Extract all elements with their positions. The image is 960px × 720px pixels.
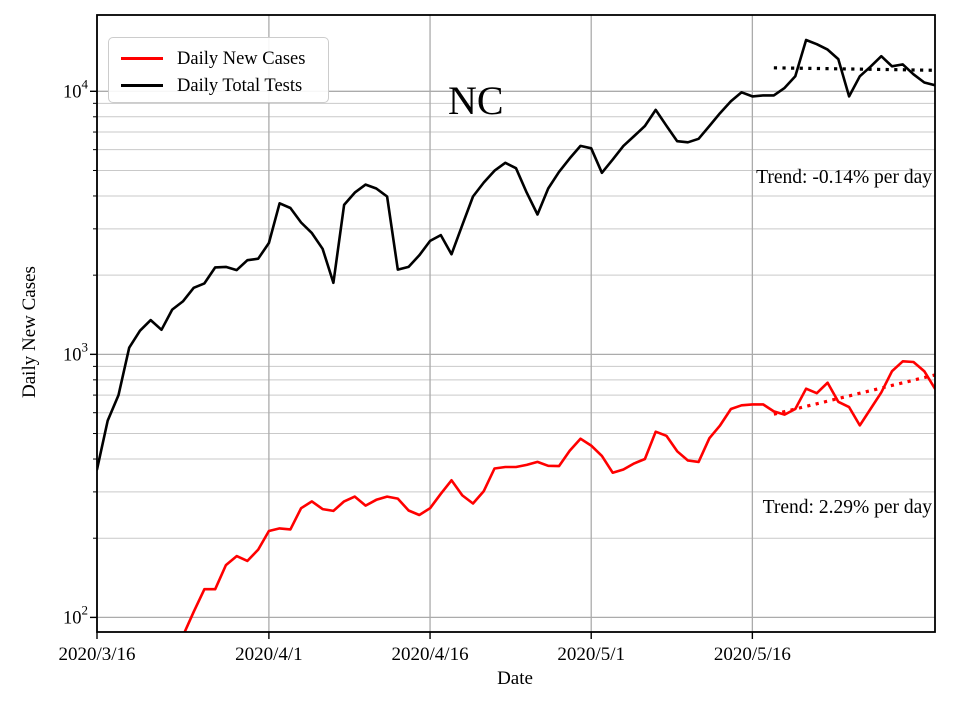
y-tick-label: 104 xyxy=(63,76,89,102)
series-lines xyxy=(97,38,935,632)
grid-major xyxy=(96,15,935,632)
x-tick-label: 2020/4/1 xyxy=(235,644,303,665)
red-line-swatch-icon xyxy=(121,57,163,60)
grid-minor xyxy=(97,102,935,539)
axis-ticks: 2020/3/16 2020/4/1 2020/4/16 2020/5/1 2020/5… xyxy=(58,76,790,665)
trend-dotted-line xyxy=(773,66,936,72)
legend-label: Daily Total Tests xyxy=(177,75,303,96)
black-line-swatch-icon xyxy=(121,84,163,87)
trend-dotted-line xyxy=(773,373,936,416)
tests-trend-annotation: Trend: -0.14% per day xyxy=(756,167,932,188)
x-tick-label: 2020/5/16 xyxy=(714,644,791,665)
trend-lines xyxy=(773,66,936,416)
chart-title: NC xyxy=(448,78,504,123)
x-tick-label: 2020/4/16 xyxy=(392,644,469,665)
series-line xyxy=(183,360,935,632)
legend-item-daily-total-tests: Daily Total Tests xyxy=(121,72,328,99)
y-tick-label: 103 xyxy=(63,339,88,365)
x-axis-label: Date xyxy=(497,668,533,689)
series-line xyxy=(97,38,935,471)
y-axis-label: Daily New Cases xyxy=(19,266,40,398)
legend: Daily New Cases Daily Total Tests xyxy=(108,37,329,103)
y-tick-label: 102 xyxy=(63,602,88,628)
legend-label: Daily New Cases xyxy=(177,48,306,69)
legend-item-daily-new-cases: Daily New Cases xyxy=(121,45,328,72)
cases-trend-annotation: Trend: 2.29% per day xyxy=(762,497,932,518)
x-tick-label: 2020/3/16 xyxy=(58,644,135,665)
axes-frame xyxy=(96,14,936,633)
x-tick-label: 2020/5/1 xyxy=(557,644,625,665)
